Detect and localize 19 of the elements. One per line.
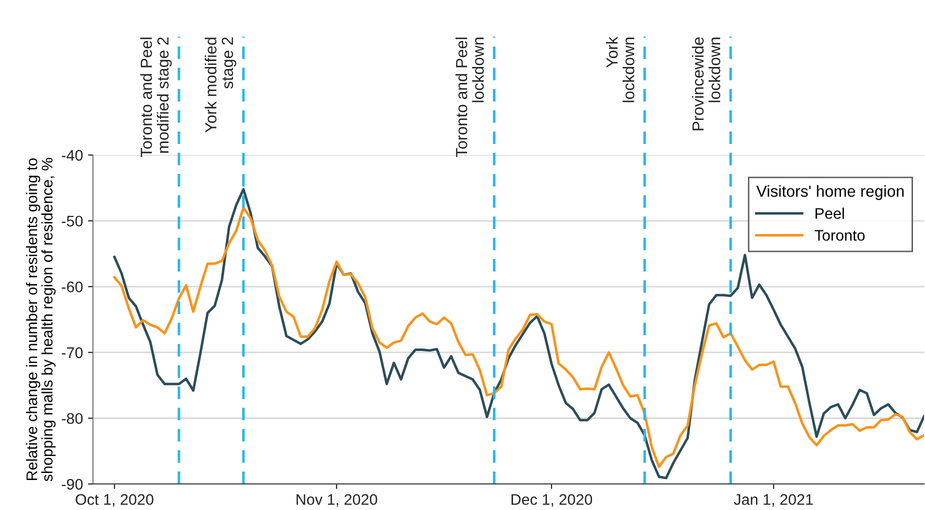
- ref-line-label: York lockdown: [606, 36, 634, 102]
- y-axis-title: Relative change in number of residents going to shopping malls by health region of residence, %: [26, 158, 56, 482]
- y-tick-label: -50: [62, 216, 83, 227]
- y-tick-label: -70: [62, 347, 83, 358]
- legend-label: Toronto: [814, 230, 865, 241]
- x-tick-label: Jan 1, 2021: [734, 494, 813, 507]
- x-tick-label: Dec 1, 2020: [512, 494, 592, 507]
- x-tick-label: Oct 1, 2020: [76, 494, 154, 507]
- y-tick-label: -40: [62, 150, 83, 161]
- ref-line-label: Provincewide lockdown: [692, 37, 720, 130]
- y-tick-label: -80: [62, 413, 83, 424]
- ref-line-label: Toronto and Peel lockdown: [456, 38, 484, 158]
- y-tick-label: -60: [62, 281, 83, 292]
- x-tick-label: Nov 1, 2020: [296, 494, 378, 507]
- legend-title: Visitors' home region: [756, 185, 904, 200]
- ref-line-label: Toronto and Peel modified stage 2: [140, 37, 172, 158]
- y-tick-label: -90: [62, 478, 83, 490]
- legend-label: Peel: [816, 208, 844, 219]
- ref-line-label: York modified stage 2: [204, 37, 236, 132]
